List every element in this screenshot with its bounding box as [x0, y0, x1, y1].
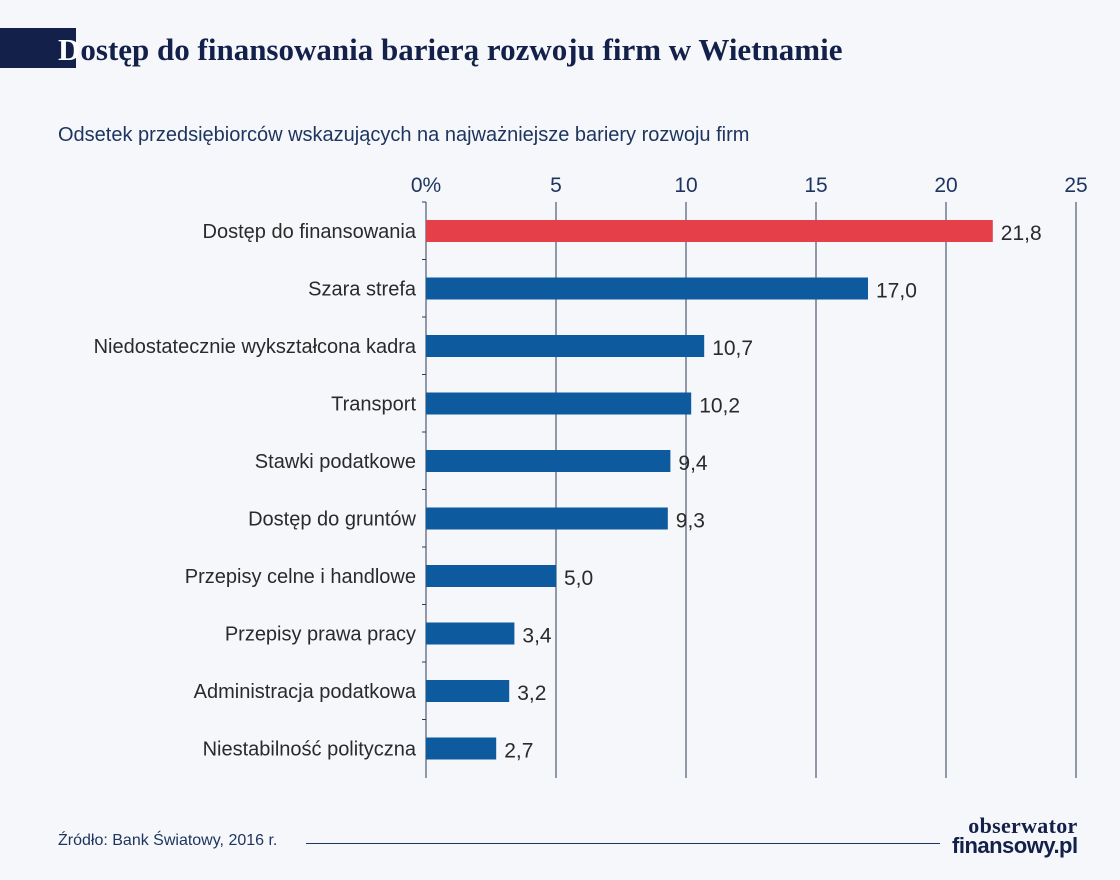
bar	[426, 277, 868, 300]
tick-label: 0%	[411, 174, 441, 197]
logo-line-2: finansowy.pl	[952, 833, 1078, 858]
category-label: Szara strefa	[308, 279, 417, 301]
data-label: 9,4	[678, 452, 708, 475]
data-label: 17,0	[876, 280, 917, 303]
brand-logo: obserwator finansowy.pl	[952, 813, 1078, 858]
category-label: Dostęp do gruntów	[248, 509, 416, 531]
data-label: 9,3	[676, 510, 705, 533]
title-first-letter: D	[58, 32, 81, 67]
bar	[426, 737, 497, 760]
category-label: Dostęp do finansowania	[203, 221, 417, 243]
logo-line-1: obserwator	[968, 813, 1078, 838]
data-label: 5,0	[564, 567, 593, 590]
bar	[426, 220, 993, 242]
tick-label: 25	[1064, 174, 1087, 197]
category-label: Niestabilność polityczna	[203, 739, 417, 761]
data-label: 2,7	[504, 740, 533, 763]
category-label: Przepisy prawa pracy	[225, 624, 416, 646]
bar	[426, 335, 705, 357]
tick-label: 10	[674, 174, 697, 197]
bar	[426, 565, 556, 587]
chart-subtitle: Odsetek przedsiębiorców wskazujących na …	[58, 124, 750, 146]
category-label: Stawki podatkowe	[255, 451, 416, 473]
data-label: 10,7	[712, 337, 753, 360]
bar	[426, 622, 515, 645]
bar	[426, 680, 510, 702]
data-label: 3,2	[517, 682, 546, 705]
category-label: Administracja podatkowa	[194, 681, 417, 703]
title-accent-band	[0, 28, 76, 68]
chart-title: Dostęp do finansowania barierą rozwoju f…	[58, 30, 842, 70]
footer-divider	[306, 843, 940, 844]
bar	[426, 392, 692, 415]
source-note: Źródło: Bank Światowy, 2016 r.	[58, 832, 278, 849]
bar	[426, 507, 668, 530]
data-label: 21,8	[1001, 222, 1042, 245]
tick-label: 15	[804, 174, 827, 197]
category-label: Transport	[331, 394, 416, 416]
data-label: 10,2	[699, 395, 740, 418]
category-label: Niedostatecznie wykształcona kadra	[94, 336, 417, 358]
title-text: ostęp do finansowania barierą rozwoju fi…	[80, 32, 843, 67]
category-label: Przepisy celne i handlowe	[185, 566, 416, 588]
tick-label: 5	[550, 174, 562, 197]
bar	[426, 450, 671, 472]
data-label: 3,4	[522, 625, 552, 648]
tick-label: 20	[934, 174, 957, 197]
